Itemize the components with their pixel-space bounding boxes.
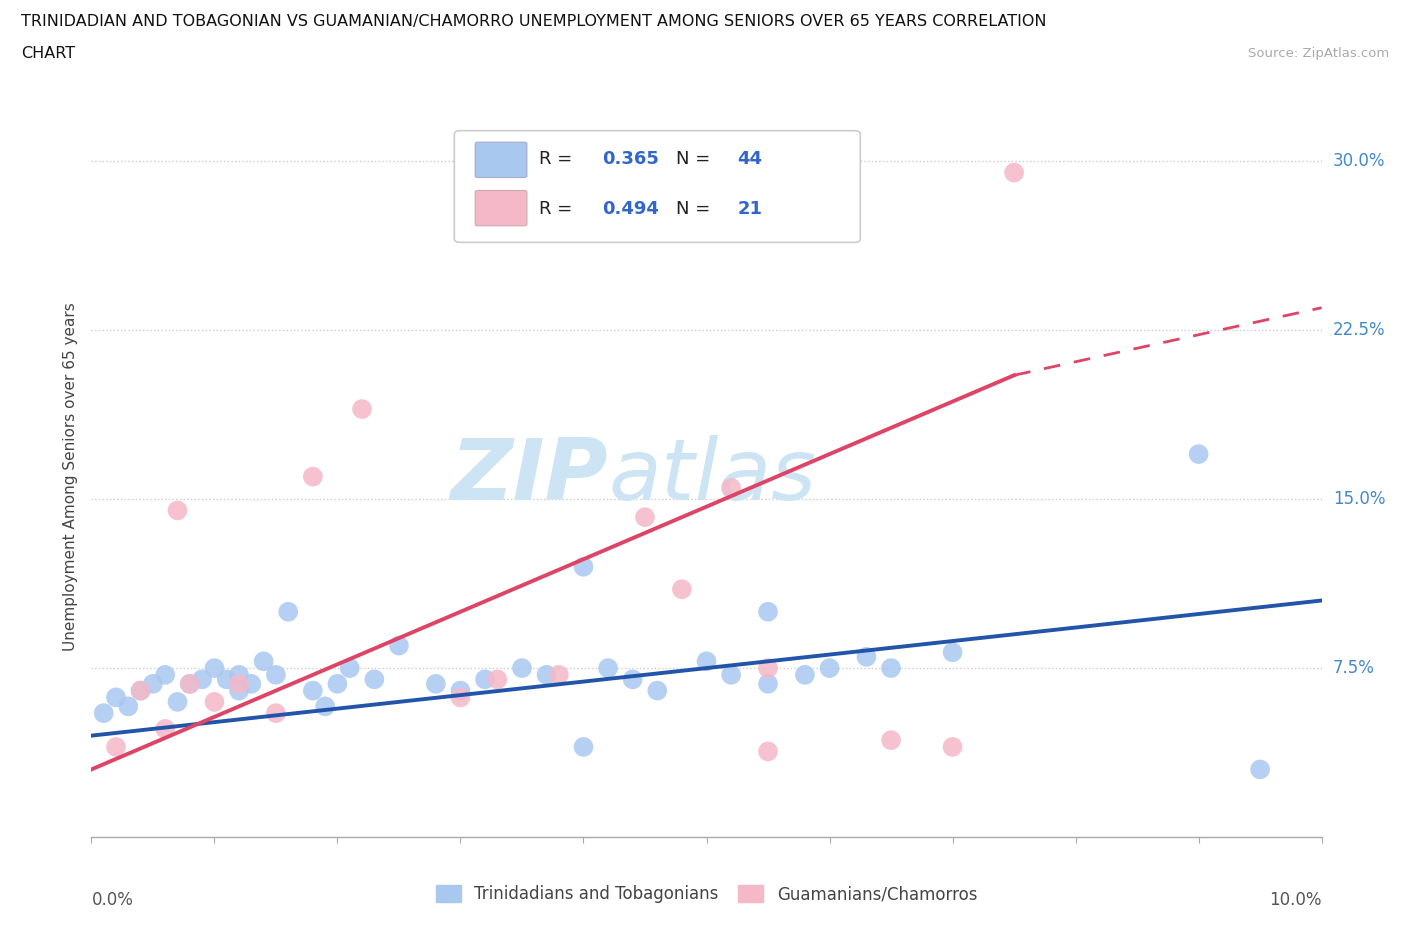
Point bbox=[264, 706, 287, 721]
Point bbox=[942, 644, 965, 659]
Text: R =: R = bbox=[538, 151, 578, 168]
Point bbox=[756, 744, 779, 759]
Point bbox=[314, 699, 336, 714]
Point bbox=[572, 739, 595, 754]
Text: 30.0%: 30.0% bbox=[1333, 153, 1385, 170]
Point bbox=[215, 671, 238, 686]
Text: atlas: atlas bbox=[607, 435, 815, 518]
Point bbox=[202, 660, 225, 675]
Point bbox=[191, 671, 214, 686]
Point bbox=[153, 722, 177, 737]
Point bbox=[228, 676, 250, 691]
Point bbox=[202, 695, 225, 710]
Point bbox=[301, 684, 323, 698]
Text: 0.365: 0.365 bbox=[602, 151, 659, 168]
Point bbox=[93, 706, 115, 721]
Point bbox=[153, 668, 177, 683]
Point bbox=[696, 654, 718, 669]
Point bbox=[179, 676, 201, 691]
Point bbox=[129, 684, 152, 698]
Point bbox=[363, 671, 385, 686]
Point bbox=[818, 660, 841, 675]
Point bbox=[756, 676, 779, 691]
Point bbox=[142, 676, 165, 691]
Point bbox=[645, 684, 668, 698]
FancyBboxPatch shape bbox=[475, 191, 527, 226]
Point bbox=[253, 654, 276, 669]
Point bbox=[240, 676, 263, 691]
Point bbox=[942, 739, 965, 754]
Point bbox=[425, 676, 447, 691]
Text: R =: R = bbox=[538, 200, 578, 218]
Point bbox=[105, 690, 127, 705]
Point bbox=[264, 668, 287, 683]
Point bbox=[388, 638, 411, 653]
Point bbox=[1187, 446, 1209, 461]
Text: TRINIDADIAN AND TOBAGONIAN VS GUAMANIAN/CHAMORRO UNEMPLOYMENT AMONG SENIORS OVER: TRINIDADIAN AND TOBAGONIAN VS GUAMANIAN/… bbox=[21, 14, 1046, 29]
Text: 7.5%: 7.5% bbox=[1333, 659, 1375, 677]
Point bbox=[880, 733, 903, 748]
Point bbox=[720, 668, 742, 683]
Text: CHART: CHART bbox=[21, 46, 75, 61]
Point bbox=[228, 684, 250, 698]
Point bbox=[474, 671, 496, 686]
Point bbox=[756, 660, 779, 675]
Point bbox=[129, 684, 152, 698]
FancyBboxPatch shape bbox=[454, 130, 860, 243]
Point bbox=[756, 604, 779, 619]
FancyBboxPatch shape bbox=[475, 142, 527, 178]
Point bbox=[166, 503, 188, 518]
Point bbox=[449, 690, 471, 705]
Point bbox=[720, 481, 742, 496]
Text: N =: N = bbox=[676, 200, 716, 218]
Point bbox=[621, 671, 644, 686]
Point bbox=[1002, 166, 1025, 180]
Text: 0.0%: 0.0% bbox=[91, 891, 134, 909]
Point bbox=[350, 402, 373, 417]
Legend: Trinidadians and Tobagonians, Guamanians/Chamorros: Trinidadians and Tobagonians, Guamanians… bbox=[427, 877, 986, 911]
Text: ZIP: ZIP bbox=[450, 435, 607, 518]
Point bbox=[449, 684, 471, 698]
Point bbox=[793, 668, 815, 683]
Point bbox=[339, 660, 361, 675]
Point bbox=[326, 676, 349, 691]
Point bbox=[179, 676, 201, 691]
Point bbox=[596, 660, 619, 675]
Text: 44: 44 bbox=[737, 151, 762, 168]
Point bbox=[880, 660, 903, 675]
Text: 21: 21 bbox=[737, 200, 762, 218]
Point bbox=[547, 668, 569, 683]
Point bbox=[117, 699, 139, 714]
Text: 10.0%: 10.0% bbox=[1270, 891, 1322, 909]
Point bbox=[486, 671, 509, 686]
Point bbox=[510, 660, 533, 675]
Point bbox=[536, 668, 558, 683]
Point bbox=[301, 469, 323, 484]
Point bbox=[105, 739, 127, 754]
Point bbox=[572, 559, 595, 574]
Point bbox=[228, 668, 250, 683]
Text: 15.0%: 15.0% bbox=[1333, 490, 1385, 508]
Point bbox=[1249, 762, 1271, 777]
Point bbox=[855, 649, 877, 664]
Y-axis label: Unemployment Among Seniors over 65 years: Unemployment Among Seniors over 65 years bbox=[63, 302, 79, 651]
Text: Source: ZipAtlas.com: Source: ZipAtlas.com bbox=[1249, 46, 1389, 60]
Point bbox=[671, 582, 693, 597]
Point bbox=[277, 604, 299, 619]
Text: 22.5%: 22.5% bbox=[1333, 321, 1385, 339]
Text: 0.494: 0.494 bbox=[602, 200, 659, 218]
Point bbox=[634, 510, 657, 525]
Text: N =: N = bbox=[676, 151, 716, 168]
Point bbox=[166, 695, 188, 710]
